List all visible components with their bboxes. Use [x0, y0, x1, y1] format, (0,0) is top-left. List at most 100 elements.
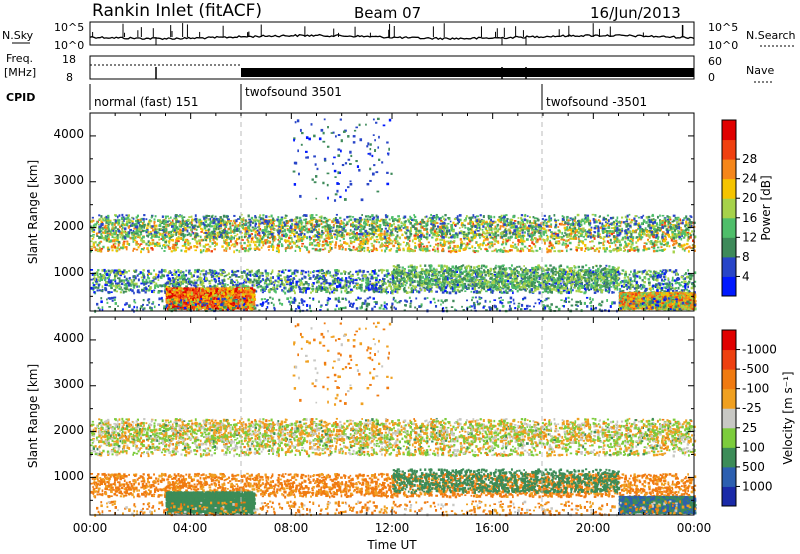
power-cell: [516, 248, 519, 250]
power-cell: [598, 250, 600, 252]
power-cell: [637, 240, 639, 242]
power-cell: [241, 271, 243, 273]
power-cell: [143, 276, 145, 279]
power-cell: [153, 269, 155, 271]
power-cell: [244, 250, 246, 253]
power-cell: [253, 275, 256, 277]
power-cell: [194, 279, 196, 281]
power-cell: [656, 250, 659, 252]
power-cell: [133, 284, 135, 286]
power-cell: [353, 246, 355, 249]
power-cell: [542, 284, 545, 286]
power-cell: [207, 272, 210, 274]
power-cell: [124, 271, 126, 273]
power-cell: [676, 278, 679, 281]
power-cell: [310, 271, 312, 274]
power-cell: [514, 244, 516, 246]
power-cell: [237, 281, 239, 283]
power-cell: [105, 288, 107, 291]
power-cell: [637, 286, 639, 289]
power-cell: [448, 246, 450, 248]
power-cell: [380, 234, 382, 236]
power-cell: [303, 283, 305, 285]
power-cell: [289, 275, 291, 277]
power-cell: [98, 284, 100, 287]
power-cell: [513, 246, 515, 249]
power-cell: [683, 236, 686, 238]
power-cell: [311, 284, 313, 286]
power-cell: [450, 250, 452, 253]
power-cell: [249, 271, 252, 274]
power-cell: [193, 284, 195, 286]
power-cell: [280, 237, 283, 240]
power-cell: [161, 271, 163, 273]
power-cell: [278, 249, 280, 251]
power-cell: [326, 271, 328, 274]
noise-left-label: N.Sky: [2, 29, 34, 42]
power-cell: [652, 277, 654, 280]
power-cell: [334, 244, 336, 246]
power-cell: [511, 290, 513, 292]
power-cell: [398, 245, 400, 248]
power-cell: [233, 250, 235, 253]
power-cell: [460, 244, 463, 247]
power-cell: [285, 269, 287, 271]
power-cell: [486, 238, 488, 240]
power-cell: [107, 247, 109, 249]
power-cell: [408, 269, 410, 272]
power-cell: [519, 288, 521, 290]
power-cell: [321, 276, 323, 278]
power-cell: [615, 244, 617, 247]
power-cell: [663, 244, 665, 246]
power-cell: [449, 291, 452, 294]
power-cell: [640, 287, 642, 289]
power-cell: [111, 283, 114, 285]
power-cell: [623, 247, 625, 249]
power-cell: [435, 291, 438, 293]
power-cell: [301, 223, 303, 226]
freq-right-label: Nave: [746, 64, 774, 77]
power-cell: [545, 269, 548, 271]
power-cell: [626, 288, 628, 290]
power-cell: [137, 289, 139, 292]
power-cell: [601, 290, 603, 293]
noise-panel-frame: [90, 22, 694, 45]
power-cell: [275, 225, 277, 227]
power-cell: [546, 248, 548, 251]
power-cell: [574, 219, 576, 221]
power-cell: [299, 284, 301, 286]
power-cell: [121, 234, 124, 236]
noise-right-tick-bottom: 10^0: [708, 39, 738, 52]
power-cell: [456, 245, 459, 248]
power-cell: [96, 279, 98, 281]
power-cell: [344, 290, 346, 292]
power-cell: [92, 287, 94, 290]
power-cell: [227, 278, 229, 280]
power-cell: [294, 286, 297, 288]
power-cell: [335, 241, 337, 244]
search-noise-spikes: [93, 23, 683, 45]
power-cell: [213, 241, 216, 244]
power-cell: [225, 247, 228, 250]
power-cell: [184, 250, 186, 252]
power-cell: [158, 239, 160, 241]
power-cell: [133, 241, 135, 243]
power-cell: [122, 279, 125, 281]
power-cell: [161, 236, 163, 238]
cpid-segment-3: twofsound -3501: [546, 95, 647, 109]
power-cell: [509, 249, 511, 251]
power-cell: [578, 290, 580, 293]
power-cell: [633, 250, 635, 252]
power-cell: [121, 232, 123, 234]
power-cell: [193, 245, 196, 248]
power-cell: [443, 241, 446, 244]
power-cell: [295, 246, 297, 248]
power-cell: [187, 247, 190, 250]
power-cell: [104, 229, 106, 231]
power-cell: [675, 242, 677, 244]
power-cell: [371, 276, 373, 278]
power-cell: [209, 285, 211, 287]
power-cell: [319, 275, 321, 277]
power-cell: [385, 283, 387, 285]
power-cell: [166, 281, 169, 284]
